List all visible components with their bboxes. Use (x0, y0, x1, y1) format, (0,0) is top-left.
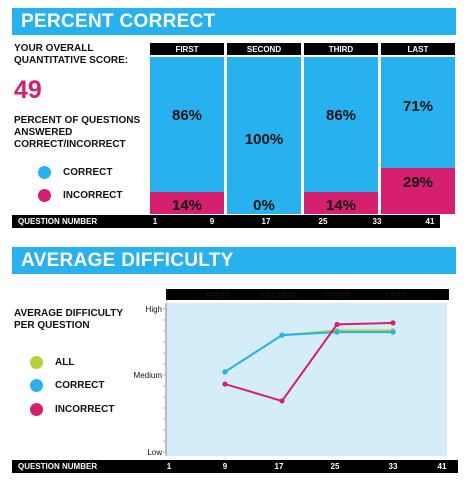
axis1-tick-25: 25 (318, 217, 328, 226)
line-header-last: LAST (386, 291, 407, 300)
axis2-tick-33: 33 (388, 462, 398, 471)
bar-correct-last (381, 57, 455, 168)
legend-correct-label: CORRECT (63, 167, 113, 178)
legend-all: ALL (30, 356, 74, 369)
bar-header-first: FIRST (150, 43, 224, 55)
legend-correct-2-label: CORRECT (55, 380, 105, 391)
label-correct-last: 71% (402, 98, 434, 115)
label-incorrect-third: 14% (325, 197, 357, 214)
question-number-axis-2: QUESTION NUMBER 1 9 17 25 33 41 (12, 460, 458, 473)
point-correct-25 (334, 329, 340, 335)
difficulty-label: AVERAGE DIFFICULTY PER QUESTION (14, 308, 123, 331)
bar-incorrect-third (304, 192, 378, 214)
label-correct-third: 86% (325, 107, 357, 124)
bar-header-last: LAST (381, 43, 455, 55)
axis1-tick-17: 17 (261, 217, 271, 226)
y-tick-medium: Medium (134, 371, 163, 380)
label-correct-second: 100% (244, 131, 284, 148)
section1-title: PERCENT CORRECT (21, 10, 216, 32)
legend-all-label: ALL (55, 357, 75, 368)
point-incorrect-9 (222, 381, 228, 387)
legend-incorrect-label: INCORRECT (63, 190, 123, 201)
percent-correct-banner: PERCENT CORRECT (12, 8, 456, 35)
legend-correct-2-swatch (30, 379, 43, 392)
line-correct (224, 331, 393, 373)
label-correct-first: 86% (171, 107, 203, 124)
point-incorrect-25 (334, 321, 340, 328)
axis-title-2: QUESTION NUMBER (18, 462, 98, 471)
line-header-first: FIRST (206, 291, 229, 300)
legend-all-swatch (30, 356, 43, 369)
axis2-tick-41: 41 (437, 462, 447, 471)
point-correct-9 (222, 369, 228, 375)
question-number-axis-1: QUESTION NUMBER 1 9 17 25 33 41 (12, 215, 440, 228)
score-value: 49 (14, 76, 42, 104)
legend-correct-2: CORRECT (30, 379, 104, 392)
label-incorrect-last: 29% (402, 174, 434, 191)
axis1-tick-1: 1 (152, 217, 158, 226)
point-correct-17 (279, 332, 285, 338)
axis2-tick-1: 1 (166, 462, 172, 471)
bar-header-third: THIRD (304, 43, 378, 55)
bar-correct-second (227, 57, 301, 214)
bar-correct-first (150, 57, 224, 192)
label-incorrect-first: 14% (171, 197, 203, 214)
axis-title-1: QUESTION NUMBER (18, 217, 98, 226)
y-tick-high: High (146, 305, 162, 314)
axis1-tick-9: 9 (209, 217, 215, 226)
point-incorrect-17 (279, 398, 285, 404)
axis2-tick-17: 17 (274, 462, 284, 471)
point-correct-33 (390, 329, 396, 335)
score-label: YOUR OVERALL QUANTITATIVE SCORE: (14, 43, 129, 66)
average-difficulty-banner: AVERAGE DIFFICULTY (12, 247, 456, 274)
bar-header-second: SECOND (227, 43, 301, 55)
percent-label: PERCENT OF QUESTIONS ANSWERED CORRECT/IN… (14, 115, 141, 150)
legend-incorrect-2-swatch (30, 403, 43, 416)
legend-incorrect-2-label: INCORRECT (55, 404, 115, 415)
legend-incorrect-swatch (38, 189, 51, 202)
point-incorrect-33 (390, 320, 396, 326)
line-chart-header (166, 289, 449, 300)
legend-incorrect: INCORRECT (38, 189, 122, 202)
line-header-third: THIRD (326, 291, 351, 300)
bar-incorrect-last (381, 168, 455, 214)
section2-title: AVERAGE DIFFICULTY (21, 249, 234, 271)
bar-correct-third (304, 57, 378, 192)
axis2-tick-9: 9 (222, 462, 228, 471)
axis1-tick-33: 33 (372, 217, 382, 226)
bar-incorrect-first (150, 192, 224, 214)
line-incorrect (224, 321, 394, 403)
legend-correct: CORRECT (38, 166, 112, 179)
axis2-tick-25: 25 (330, 462, 340, 471)
label-incorrect-second: 0% (253, 197, 275, 214)
axis1-tick-41: 41 (425, 217, 435, 226)
legend-correct-swatch (38, 166, 51, 179)
y-tick-low: Low (147, 448, 162, 457)
legend-incorrect-2: INCORRECT (30, 403, 114, 416)
line-header-second: SECOND (261, 291, 295, 300)
plot-area (166, 303, 447, 456)
